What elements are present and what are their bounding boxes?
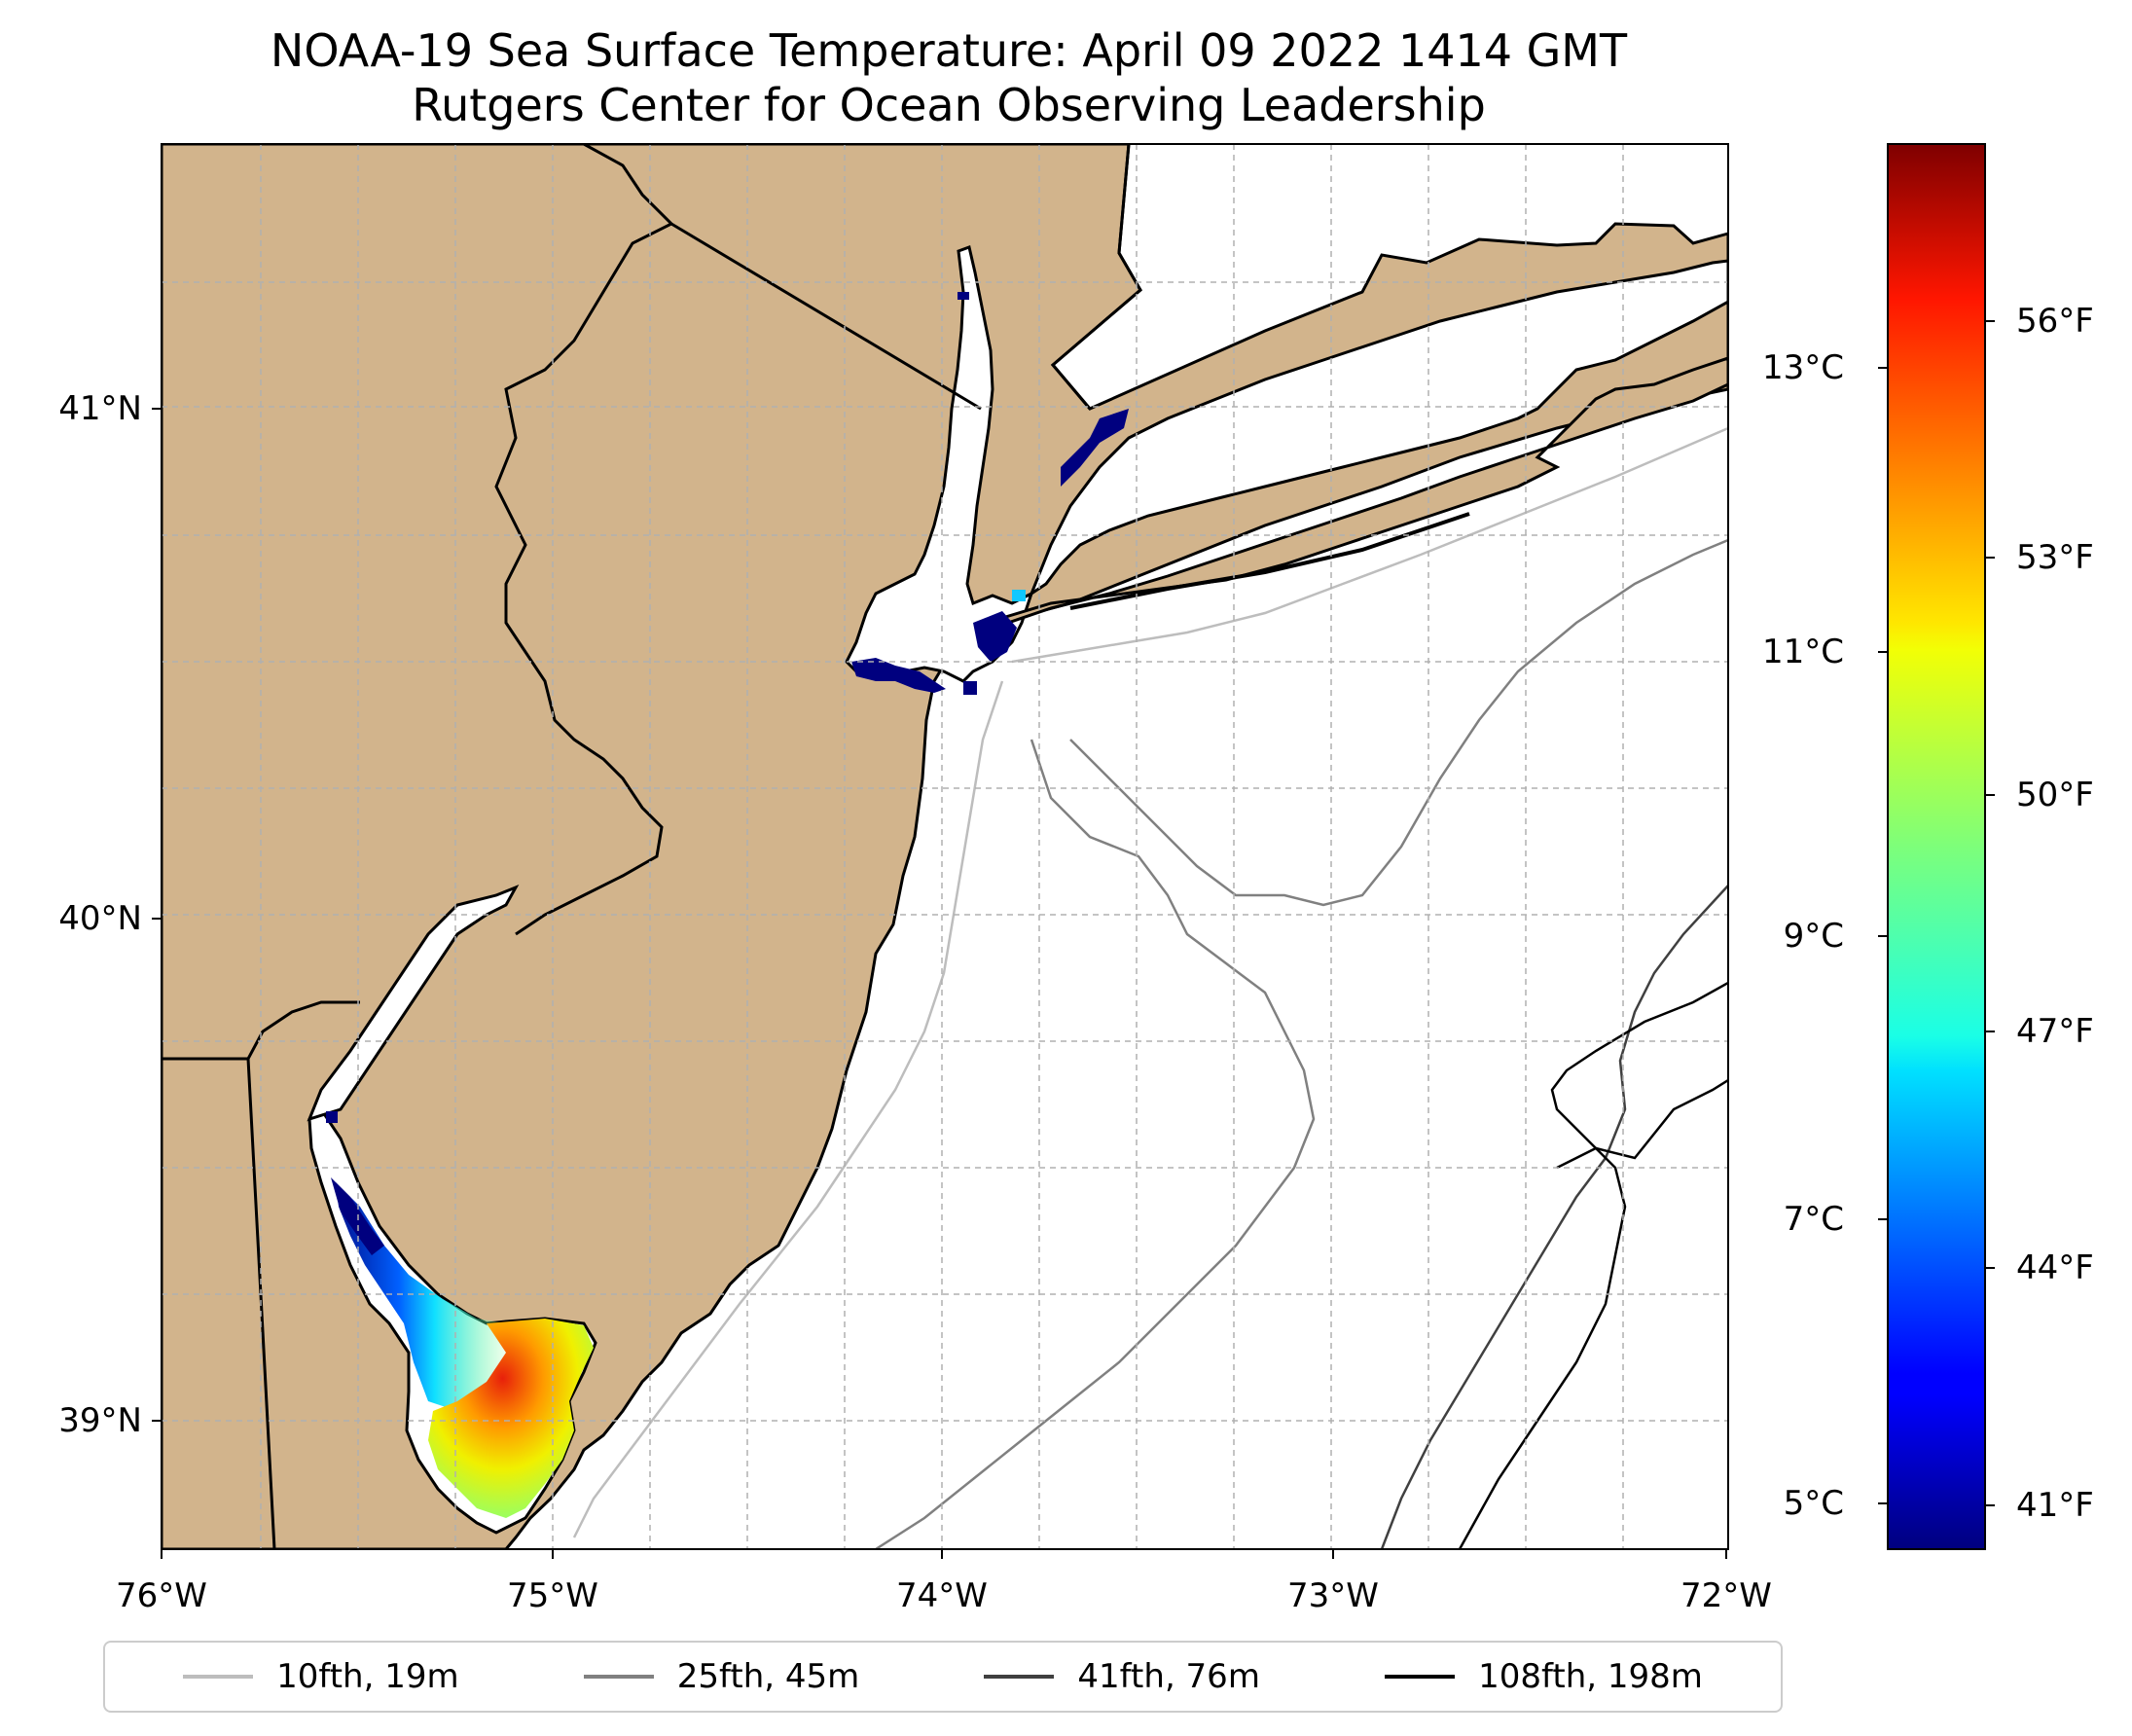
sst-long-island-sound-cold: [1061, 409, 1129, 487]
gridlines: [162, 144, 1728, 1549]
long-island-sound: [1028, 259, 1728, 597]
colorbar-label-7c: 7°C: [1783, 1200, 1844, 1239]
chart-subtitle: Rutgers Center for Ocean Observing Leade…: [412, 79, 1486, 131]
legend-swatch-41fth: [984, 1675, 1055, 1679]
legend-label-25fth: 25fth, 45m: [676, 1657, 860, 1696]
lon-label-76w: 76°W: [116, 1576, 207, 1615]
lat-label-41n: 41°N: [58, 389, 142, 428]
delaware-river: [307, 885, 520, 1122]
legend-entry-41fth: 41fth, 76m: [984, 1657, 1260, 1696]
lon-label-75w: 75°W: [507, 1576, 598, 1615]
sst-jamaica-bay-cold: [973, 611, 1017, 662]
colorbar-ticks: [1878, 320, 1995, 1506]
sst-delaware-bay-cold: [336, 1182, 516, 1411]
sst-pixel-3: [958, 292, 969, 300]
legend-swatch-25fth: [583, 1675, 654, 1679]
colorbar-label-13c: 13°C: [1761, 348, 1844, 387]
colorbar-label-47f: 47°F: [2016, 1012, 2094, 1051]
colorbar-label-9c: 9°C: [1783, 917, 1844, 956]
legend-swatch-10fth: [183, 1675, 254, 1679]
colorbar-label-41f: 41°F: [2016, 1486, 2094, 1525]
barrier-island: [1069, 512, 1470, 610]
sst-pixel-2: [1012, 590, 1026, 601]
lat-label-39n: 39°N: [58, 1401, 142, 1440]
legend-label-41fth: 41fth, 76m: [1077, 1657, 1260, 1696]
legend-label-10fth: 10fth, 19m: [276, 1657, 459, 1696]
sst-pixel-1: [326, 1111, 338, 1123]
sst-pixel-4: [963, 681, 977, 695]
colorbar-label-44f: 44°F: [2016, 1248, 2094, 1287]
sst-ny-harbor-cold: [851, 658, 946, 693]
colorbar: [1887, 143, 1986, 1550]
colorbar-label-50f: 50°F: [2016, 776, 2094, 814]
lon-label-72w: 72°W: [1680, 1576, 1772, 1615]
legend: 10fth, 19m 25fth, 45m 41fth, 76m 108fth,…: [103, 1641, 1783, 1713]
legend-entry-10fth: 10fth, 19m: [183, 1657, 459, 1696]
map-frame: [161, 143, 1729, 1550]
legend-swatch-108fth: [1385, 1675, 1456, 1679]
chart-title: NOAA-19 Sea Surface Temperature: April 0…: [270, 24, 1628, 77]
lat-label-40n: 40°N: [58, 899, 142, 938]
lon-label-74w: 74°W: [896, 1576, 988, 1615]
legend-entry-108fth: 108fth, 198m: [1385, 1657, 1703, 1696]
axis-ticks: [152, 408, 1727, 1559]
legend-entry-25fth: 25fth, 45m: [583, 1657, 860, 1696]
contour-10fth: [572, 680, 1004, 1538]
lon-label-73w: 73°W: [1287, 1576, 1379, 1615]
colorbar-label-53f: 53°F: [2016, 538, 2094, 577]
colorbar-label-11c: 11°C: [1761, 633, 1844, 671]
state-borders: [162, 144, 1142, 1549]
long-island: [1000, 356, 1728, 628]
colorbar-label-56f: 56°F: [2016, 302, 2094, 341]
colorbar-label-5c: 5°C: [1783, 1484, 1844, 1523]
legend-label-108fth: 108fth, 198m: [1478, 1657, 1703, 1696]
hudson-river: [845, 245, 1034, 683]
